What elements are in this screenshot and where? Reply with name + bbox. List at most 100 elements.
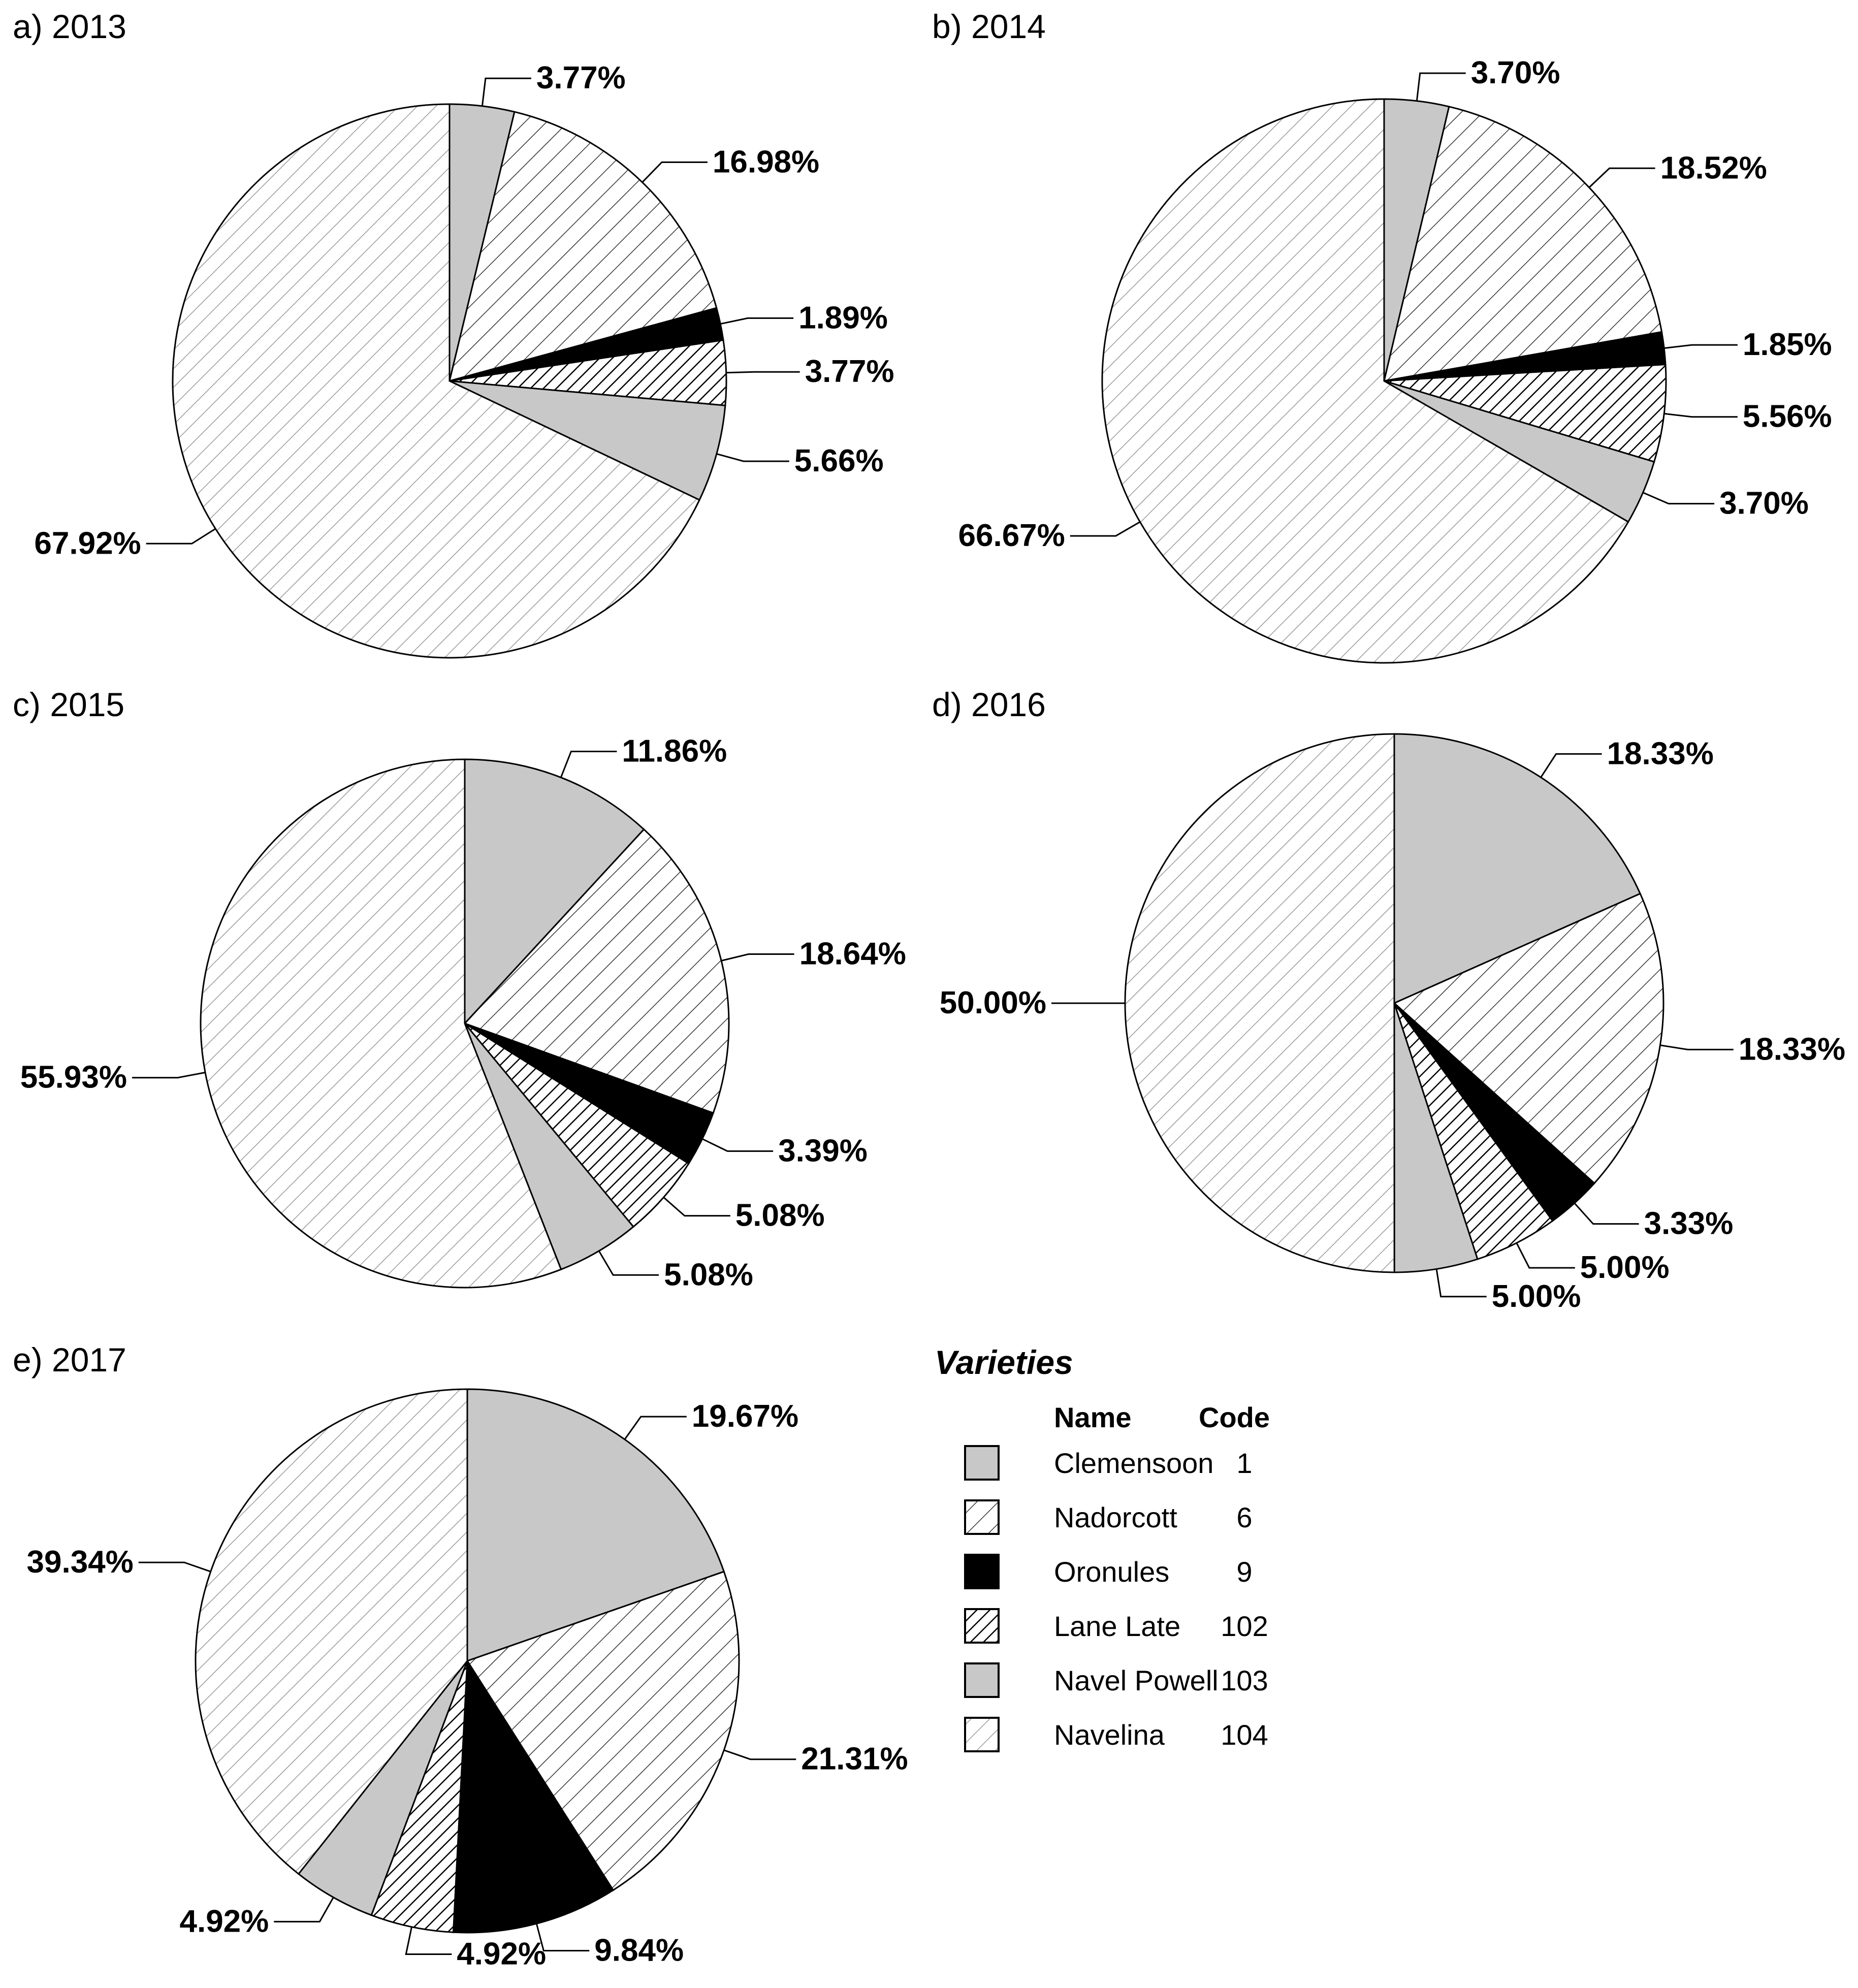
- percent-label: 4.92%: [179, 1904, 269, 1939]
- pie-slices: 3.70% 18.52% 1.85% 5.56% 3.70% 66.67%: [958, 55, 1832, 664]
- leader-line: [1416, 72, 1466, 101]
- percent-label: 5.66%: [794, 443, 884, 478]
- pie-slice-nadorcott: [463, 828, 730, 1114]
- legend-item-name: Nadorcott: [1054, 1501, 1177, 1533]
- percent-label: 5.00%: [1492, 1279, 1581, 1314]
- pie-slice-navelina: [1124, 733, 1395, 1273]
- pie-slices: 18.33% 18.33% 3.33% 5.00%5.00% 50.00%: [940, 733, 1845, 1314]
- pie-slices: 3.77% 16.98% 1.89% 3.77% 5.66% 67.92%: [34, 60, 894, 659]
- pie-slice-navelina: [195, 1388, 468, 1875]
- leader-line: [702, 1138, 774, 1152]
- percent-label: 5.08%: [735, 1198, 825, 1233]
- leader-line: [1643, 492, 1715, 505]
- leader-line: [132, 1072, 206, 1079]
- legend-item-code: 103: [1221, 1664, 1268, 1696]
- legend-swatch: [964, 1445, 1000, 1481]
- pie-panel-2014: b) 2014 3.70% 18.52% 1.85% 5.56% 3.70% 66.67%: [932, 8, 1832, 664]
- legend-items: Clemensoon 1 Nadorcott 6 Oronules 9 Lane Late 1…: [964, 1445, 1268, 1752]
- percent-label: 18.64%: [799, 937, 906, 972]
- percent-label: 3.77%: [536, 60, 626, 95]
- percent-label: 11.86%: [622, 734, 727, 769]
- legend-item-name: Lane Late: [1054, 1610, 1180, 1642]
- leader-line: [405, 1927, 452, 1955]
- percent-label: 18.52%: [1660, 150, 1767, 185]
- percent-label: 1.89%: [798, 300, 888, 335]
- leader-line: [726, 371, 800, 374]
- percent-label: 19.67%: [692, 1399, 798, 1434]
- legend-item-name: Navel Powell: [1054, 1664, 1219, 1696]
- leader-line: [720, 317, 794, 325]
- leader-line: [598, 1250, 659, 1276]
- percent-label: 21.31%: [801, 1742, 908, 1777]
- pie-slice-clemensoon: [464, 758, 645, 1025]
- legend-item-name: Navelina: [1054, 1719, 1165, 1751]
- percent-label: 16.98%: [713, 144, 819, 179]
- legend-swatch: [964, 1608, 1000, 1644]
- leader-line: [274, 1897, 334, 1922]
- legend-item-code: 102: [1221, 1610, 1268, 1642]
- legend: Varieties Name Code Clemensoon 1 Nadorcott…: [935, 1343, 1270, 1752]
- leader-line: [1588, 167, 1655, 188]
- leader-line: [1540, 753, 1602, 778]
- pie-panel-2016: d) 2016 18.33% 18.33% 3.33% 5.00%5.00% 50.00…: [932, 686, 1845, 1314]
- legend-item-name: Clemensoon: [1054, 1447, 1213, 1479]
- leader-line: [721, 953, 794, 961]
- legend-item-code: 104: [1221, 1719, 1268, 1751]
- panel-title: a) 2013: [13, 8, 126, 45]
- percent-label: 3.70%: [1471, 55, 1560, 90]
- pie-slices: 11.86% 18.64% 3.39% 5.08% 5.08% 55.93%: [20, 734, 906, 1293]
- legend-title: Varieties: [935, 1343, 1073, 1381]
- percent-label: 39.34%: [27, 1545, 134, 1580]
- percent-label: 1.85%: [1743, 327, 1832, 362]
- leader-line: [481, 77, 531, 106]
- leader-line: [1664, 344, 1738, 349]
- legend-item-code: 6: [1236, 1501, 1252, 1533]
- panel-title: b) 2014: [932, 8, 1046, 45]
- leader-line: [642, 161, 708, 183]
- pie-slice-lane-late: [1393, 1003, 1554, 1260]
- leader-line: [560, 751, 617, 778]
- percent-label: 3.70%: [1719, 486, 1809, 521]
- panel-title: e) 2017: [13, 1341, 126, 1378]
- pie-slice-lane-late: [1384, 364, 1667, 463]
- percent-label: 5.08%: [664, 1257, 753, 1292]
- pie-slice-navel-powell: [297, 1660, 468, 1916]
- leader-line: [1070, 521, 1141, 537]
- leader-line: [1660, 1044, 1734, 1050]
- percent-label: 5.00%: [1580, 1250, 1670, 1285]
- pie-slice-navelina: [1101, 98, 1629, 664]
- percent-label: 50.00%: [940, 985, 1046, 1020]
- percent-label: 66.67%: [958, 518, 1065, 553]
- leader-line: [663, 1197, 730, 1217]
- percent-label: 4.92%: [457, 1937, 546, 1972]
- percent-label: 18.33%: [1607, 736, 1714, 771]
- leader-line: [624, 1416, 687, 1440]
- leader-line: [1664, 412, 1738, 418]
- legend-item-name: Oronules: [1054, 1556, 1169, 1588]
- legend-item-code: 1: [1236, 1447, 1252, 1479]
- legend-swatch: [964, 1554, 1000, 1589]
- percent-label: 5.56%: [1743, 399, 1832, 434]
- leader-line: [1435, 1269, 1487, 1298]
- legend-swatch: [964, 1662, 1000, 1698]
- pie-slices: 19.67% 21.31% 9.84% 4.92% 4.92% 39.34%: [27, 1388, 908, 1972]
- legend-swatch: [964, 1717, 1000, 1752]
- panel-title: d) 2016: [932, 686, 1046, 723]
- pie-slice-navelina: [200, 758, 562, 1289]
- leader-line: [1516, 1242, 1575, 1269]
- leader-line: [1574, 1202, 1639, 1225]
- legend-item-code: 9: [1236, 1556, 1252, 1588]
- pie-panel-2013: a) 2013 3.77% 16.98% 1.89% 3.77% 5.66% 67.92%: [13, 8, 894, 659]
- pie-panel-2015: c) 2015 11.86% 18.64% 3.39% 5.08% 5.08% 55.93…: [13, 686, 906, 1292]
- pie-slice-nadorcott: [1383, 106, 1663, 382]
- legend-name-header: Name: [1054, 1401, 1132, 1433]
- percent-label: 9.84%: [594, 1933, 684, 1968]
- legend-code-header: Code: [1199, 1401, 1270, 1433]
- panel-title: c) 2015: [13, 686, 124, 723]
- leader-line: [535, 1923, 590, 1951]
- percent-label: 18.33%: [1739, 1032, 1845, 1067]
- pie-slice-clemensoon: [466, 1388, 725, 1662]
- pie-slice-navel-powell: [1393, 1003, 1479, 1273]
- percent-label: 67.92%: [34, 526, 141, 561]
